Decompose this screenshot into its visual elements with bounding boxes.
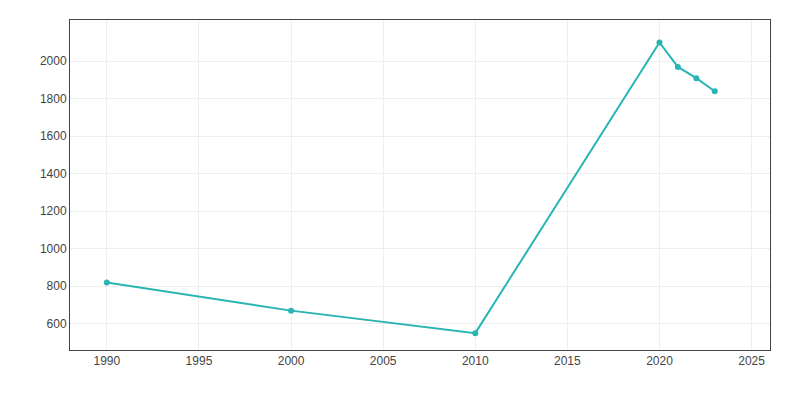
svg-text:1600: 1600 (40, 129, 67, 143)
svg-text:2015: 2015 (554, 354, 581, 368)
svg-text:600: 600 (47, 317, 67, 331)
svg-text:2025: 2025 (738, 354, 765, 368)
svg-text:2005: 2005 (370, 354, 397, 368)
svg-text:2020: 2020 (646, 354, 673, 368)
svg-text:1000: 1000 (40, 242, 67, 256)
svg-text:1400: 1400 (40, 167, 67, 181)
svg-text:1995: 1995 (186, 354, 213, 368)
svg-text:1200: 1200 (40, 204, 67, 218)
svg-text:1800: 1800 (40, 92, 67, 106)
svg-text:2010: 2010 (462, 354, 489, 368)
svg-text:1990: 1990 (93, 354, 120, 368)
svg-text:800: 800 (47, 279, 67, 293)
svg-text:2000: 2000 (40, 54, 67, 68)
svg-text:2000: 2000 (278, 354, 305, 368)
